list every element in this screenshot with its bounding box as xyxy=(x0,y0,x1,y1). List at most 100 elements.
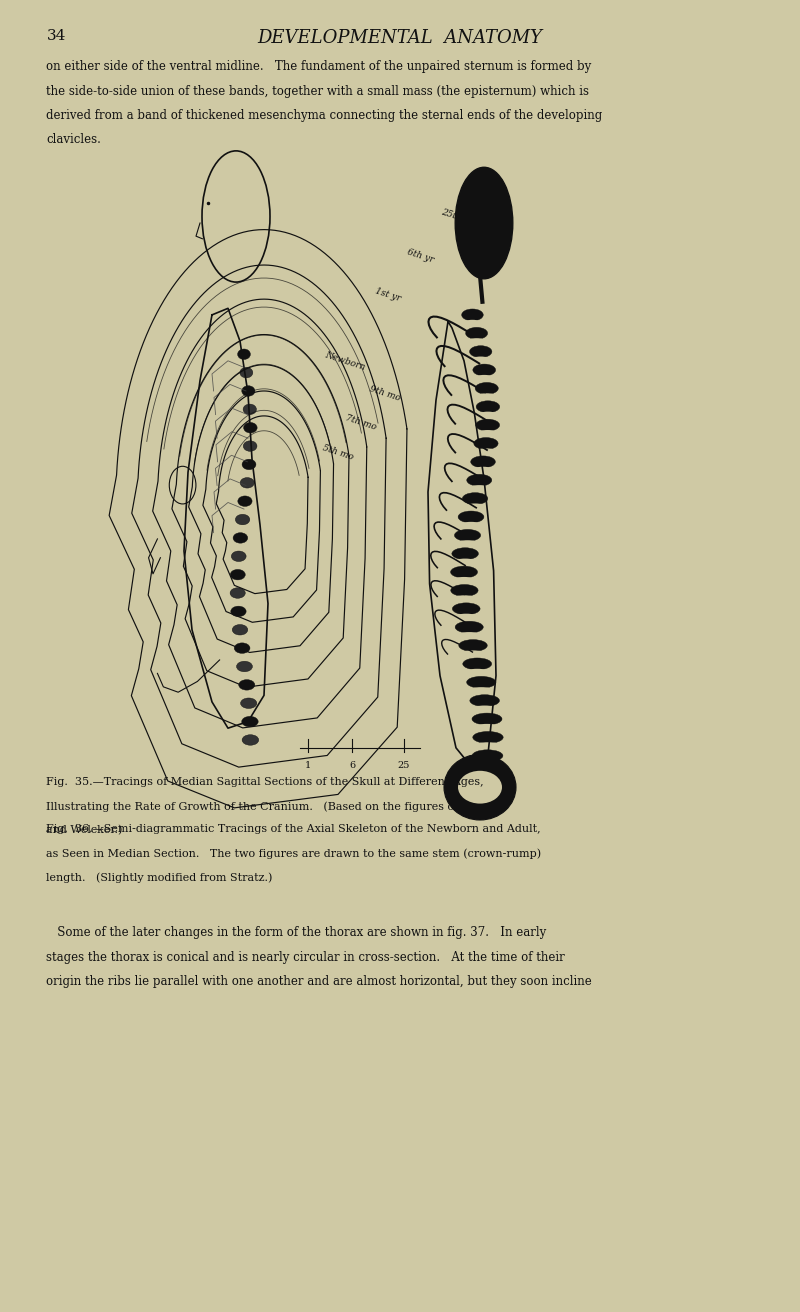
Text: Fig.  36.—Semi-diagrammatic Tracings of the Axial Skeleton of the Newborn and Ad: Fig. 36.—Semi-diagrammatic Tracings of t… xyxy=(46,824,541,834)
Ellipse shape xyxy=(471,357,490,362)
Ellipse shape xyxy=(455,621,483,632)
Ellipse shape xyxy=(476,449,496,454)
Ellipse shape xyxy=(231,551,246,562)
Ellipse shape xyxy=(240,367,253,378)
Ellipse shape xyxy=(469,687,494,693)
Ellipse shape xyxy=(472,706,498,711)
Ellipse shape xyxy=(475,743,501,748)
Ellipse shape xyxy=(462,657,492,669)
Text: 1: 1 xyxy=(305,761,311,770)
Ellipse shape xyxy=(230,569,246,580)
Text: Illustrating the Rate of Growth of the Cranium.   (Based on the figures of Corra: Illustrating the Rate of Growth of the C… xyxy=(46,800,508,812)
Text: Fig.  35.—Tracings of Median Sagittal Sections of the Skull at Different Ages,: Fig. 35.—Tracings of Median Sagittal Sec… xyxy=(46,777,484,787)
Ellipse shape xyxy=(462,308,483,320)
Ellipse shape xyxy=(234,643,250,653)
Ellipse shape xyxy=(466,677,496,687)
Ellipse shape xyxy=(465,669,490,674)
Ellipse shape xyxy=(466,474,492,485)
Ellipse shape xyxy=(452,602,480,614)
Ellipse shape xyxy=(238,680,255,690)
Ellipse shape xyxy=(478,430,498,436)
Ellipse shape xyxy=(454,559,477,564)
Text: as Seen in Median Section.   The two figures are drawn to the same stem (crown-r: as Seen in Median Section. The two figur… xyxy=(46,849,542,859)
Ellipse shape xyxy=(238,349,250,359)
Ellipse shape xyxy=(464,504,486,509)
Text: clavicles.: clavicles. xyxy=(46,133,102,146)
Ellipse shape xyxy=(478,412,498,417)
Text: length.   (Slightly modified from Stratz.): length. (Slightly modified from Stratz.) xyxy=(46,872,273,883)
Ellipse shape xyxy=(470,455,495,467)
Text: and Welcker.): and Welcker.) xyxy=(46,825,122,836)
Ellipse shape xyxy=(444,754,516,820)
Ellipse shape xyxy=(460,522,482,527)
Ellipse shape xyxy=(242,735,258,745)
Ellipse shape xyxy=(473,732,503,743)
Ellipse shape xyxy=(458,632,481,638)
Ellipse shape xyxy=(476,401,500,412)
Ellipse shape xyxy=(472,714,502,724)
Text: 34: 34 xyxy=(46,29,66,43)
Text: 5th mo: 5th mo xyxy=(322,443,354,462)
Ellipse shape xyxy=(455,167,513,278)
Ellipse shape xyxy=(474,437,498,449)
Ellipse shape xyxy=(454,529,481,541)
Ellipse shape xyxy=(473,363,496,375)
Ellipse shape xyxy=(477,394,497,399)
Text: 9th mo: 9th mo xyxy=(368,384,401,403)
Ellipse shape xyxy=(232,625,248,635)
Ellipse shape xyxy=(238,496,252,506)
Ellipse shape xyxy=(458,640,487,651)
Ellipse shape xyxy=(470,695,499,706)
Ellipse shape xyxy=(475,383,498,395)
Text: 25: 25 xyxy=(398,761,410,770)
Ellipse shape xyxy=(474,724,500,729)
Ellipse shape xyxy=(233,533,248,543)
Ellipse shape xyxy=(453,577,475,583)
Ellipse shape xyxy=(244,422,257,433)
Ellipse shape xyxy=(243,441,257,451)
Ellipse shape xyxy=(472,749,503,761)
Text: on either side of the ventral midline.   The fundament of the unpaired sternum i: on either side of the ventral midline. T… xyxy=(46,60,592,73)
Text: DEVELOPMENTAL  ANATOMY: DEVELOPMENTAL ANATOMY xyxy=(258,29,542,47)
Ellipse shape xyxy=(470,345,492,357)
Ellipse shape xyxy=(457,541,478,546)
Ellipse shape xyxy=(240,478,254,488)
Ellipse shape xyxy=(453,596,476,601)
Text: 25th yr: 25th yr xyxy=(440,207,474,226)
Text: origin the ribs lie parallel with one another and are almost horizontal, but the: origin the ribs lie parallel with one an… xyxy=(46,975,592,988)
Ellipse shape xyxy=(242,386,255,396)
Text: Newborn: Newborn xyxy=(324,350,367,371)
Ellipse shape xyxy=(476,420,500,430)
Ellipse shape xyxy=(452,547,478,559)
Ellipse shape xyxy=(461,651,485,656)
Text: 1st yr: 1st yr xyxy=(374,287,402,303)
Ellipse shape xyxy=(454,614,478,619)
Text: 7th mo: 7th mo xyxy=(345,413,378,432)
Text: 6: 6 xyxy=(349,761,355,770)
Ellipse shape xyxy=(237,661,253,672)
Ellipse shape xyxy=(230,606,246,617)
Ellipse shape xyxy=(463,320,482,325)
Text: the side-to-side union of these bands, together with a small mass (the episternu: the side-to-side union of these bands, t… xyxy=(46,84,590,97)
Ellipse shape xyxy=(242,716,258,727)
Ellipse shape xyxy=(450,585,478,596)
Text: stages the thorax is conical and is nearly circular in cross-section.   At the t: stages the thorax is conical and is near… xyxy=(46,950,565,963)
Text: 6th yr: 6th yr xyxy=(406,248,435,264)
Ellipse shape xyxy=(470,769,502,779)
Ellipse shape xyxy=(474,761,501,766)
Ellipse shape xyxy=(467,338,486,344)
Ellipse shape xyxy=(235,514,250,525)
Ellipse shape xyxy=(458,510,484,522)
Ellipse shape xyxy=(474,375,494,380)
Ellipse shape xyxy=(469,485,490,491)
Ellipse shape xyxy=(230,588,246,598)
Ellipse shape xyxy=(450,565,478,577)
Ellipse shape xyxy=(473,467,494,472)
Ellipse shape xyxy=(242,459,256,470)
Ellipse shape xyxy=(462,492,488,505)
Ellipse shape xyxy=(458,770,502,803)
Ellipse shape xyxy=(241,698,257,708)
Ellipse shape xyxy=(243,404,257,415)
Text: Some of the later changes in the form of the thorax are shown in fig. 37.   In e: Some of the later changes in the form of… xyxy=(46,926,546,939)
Text: derived from a band of thickened mesenchyma connecting the sternal ends of the d: derived from a band of thickened mesench… xyxy=(46,109,602,122)
